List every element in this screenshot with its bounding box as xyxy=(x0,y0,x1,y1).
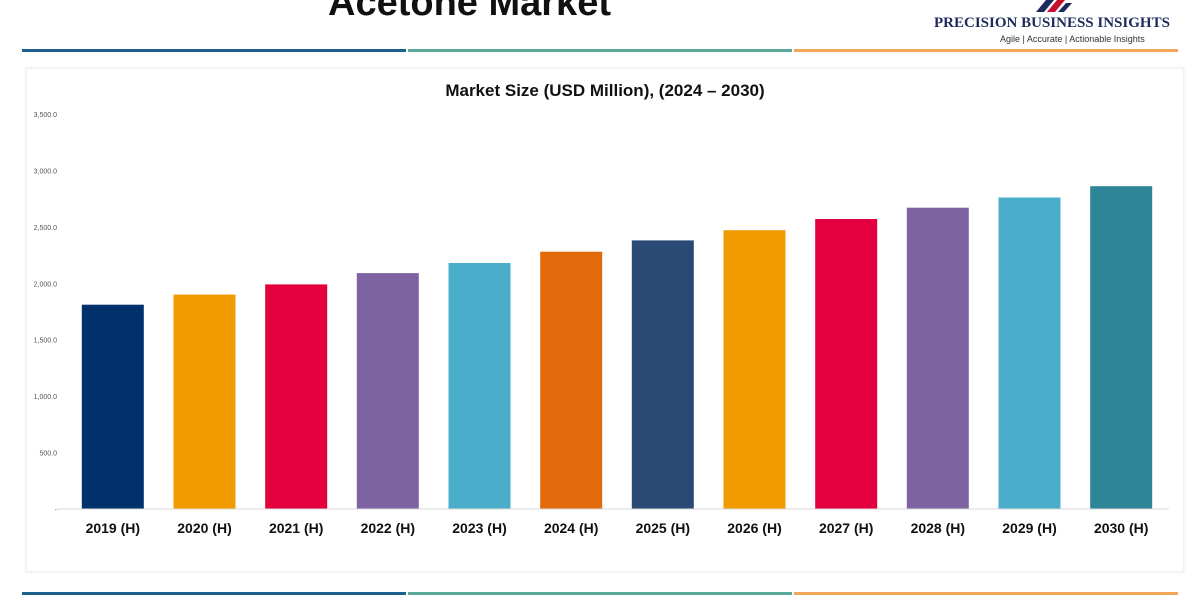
bar-2026-h xyxy=(723,230,786,509)
y-tick-label: 2,000.0 xyxy=(34,281,57,288)
bottom-rule-orange xyxy=(794,592,1178,595)
x-tick-label: 2020 (H) xyxy=(177,520,231,536)
x-tick-label: 2021 (H) xyxy=(269,520,323,536)
x-tick-label: 2027 (H) xyxy=(819,520,873,536)
y-tick-label: 500.0 xyxy=(39,451,57,458)
bar-2023-h xyxy=(448,263,511,509)
y-tick-label: 3,500.0 xyxy=(34,112,57,119)
bar-2028-h xyxy=(906,207,969,509)
bottom-rule-teal xyxy=(408,592,792,595)
bar-2025-h xyxy=(631,240,694,509)
y-tick-label: 1,000.0 xyxy=(34,394,57,401)
chart-panel: Market Size (USD Million), (2024 – 2030)… xyxy=(26,68,1184,572)
logo-mark-icon xyxy=(1036,0,1072,12)
bar-2019-h xyxy=(81,304,144,509)
x-tick-label: 2030 (H) xyxy=(1094,520,1148,536)
company-logo: PRECISION BUSINESS INSIGHTS Agile | Accu… xyxy=(930,0,1200,48)
x-tick-label: 2022 (H) xyxy=(361,520,415,536)
bar-2030-h xyxy=(1090,186,1153,509)
top-rule-blue xyxy=(22,49,406,52)
x-tick-label: 2023 (H) xyxy=(452,520,506,536)
x-tick-label: 2028 (H) xyxy=(911,520,965,536)
bar-2020-h xyxy=(173,294,236,509)
x-tick-label: 2026 (H) xyxy=(727,520,781,536)
y-tick-label: 2,500.0 xyxy=(34,225,57,232)
x-tick-label: 2024 (H) xyxy=(544,520,598,536)
chart-title: Market Size (USD Million), (2024 – 2030) xyxy=(445,81,764,100)
bar-series xyxy=(81,186,1153,509)
x-tick-label: 2025 (H) xyxy=(636,520,690,536)
x-axis: 2019 (H) 2020 (H) 2021 (H) 2022 (H) 2023 (H)… xyxy=(57,508,1169,536)
top-rule-teal xyxy=(408,49,792,52)
logo-tagline: Agile | Accurate | Actionable Insights xyxy=(1000,34,1145,44)
y-tick-label: 1,500.0 xyxy=(34,338,57,345)
x-tick-label: 2019 (H) xyxy=(86,520,140,536)
y-tick-label: 3,000.0 xyxy=(34,168,57,175)
bar-chart: Market Size (USD Million), (2024 – 2030)… xyxy=(34,81,1169,536)
bar-2024-h xyxy=(540,251,603,509)
bar-2029-h xyxy=(998,197,1061,509)
y-tick-label: - xyxy=(55,507,58,514)
page-title: Acetone Market xyxy=(328,0,611,24)
bar-2021-h xyxy=(265,284,328,509)
top-rule-orange xyxy=(794,49,1178,52)
bar-2027-h xyxy=(815,219,878,509)
bar-2022-h xyxy=(356,273,419,509)
logo-name: PRECISION BUSINESS INSIGHTS xyxy=(934,15,1170,31)
x-tick-label: 2029 (H) xyxy=(1002,520,1056,536)
bottom-rule-blue xyxy=(22,592,406,595)
y-axis: - 500.0 1,000.0 1,500.0 2,000.0 2,500.0 3,000.… xyxy=(34,112,58,514)
